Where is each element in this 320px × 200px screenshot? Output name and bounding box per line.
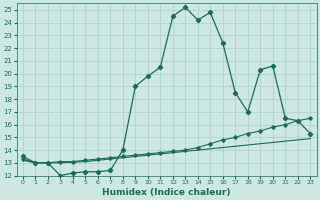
X-axis label: Humidex (Indice chaleur): Humidex (Indice chaleur): [102, 188, 231, 197]
